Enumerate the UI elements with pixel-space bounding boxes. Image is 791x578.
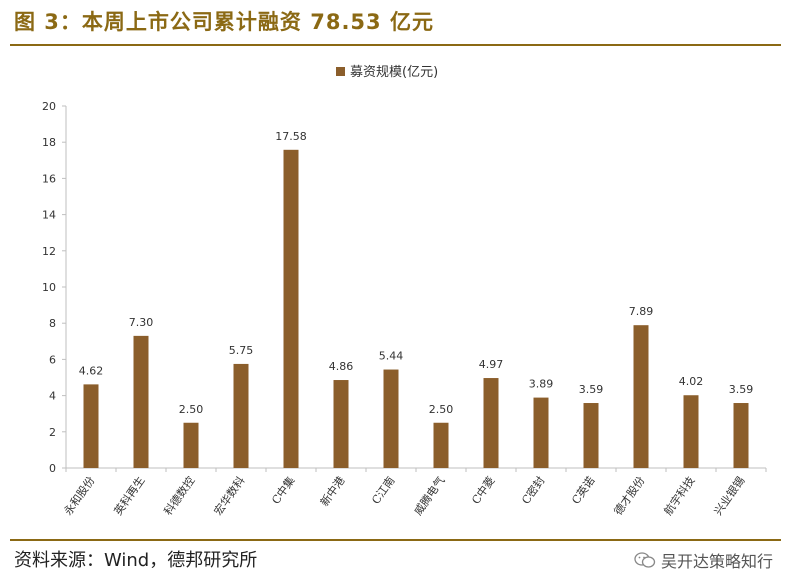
footer-divider bbox=[10, 539, 781, 541]
data-label: 3.89 bbox=[529, 378, 554, 391]
category-label: C密封 bbox=[519, 474, 548, 507]
category-label: 科德数控 bbox=[161, 474, 198, 518]
data-label: 3.59 bbox=[729, 383, 754, 396]
bar bbox=[133, 335, 149, 468]
legend-swatch bbox=[336, 67, 345, 76]
y-tick-label: 6 bbox=[49, 353, 56, 366]
data-label: 3.59 bbox=[579, 383, 604, 396]
bar bbox=[733, 403, 749, 468]
watermark-text: 吴开达策略知行 bbox=[660, 552, 773, 571]
bar bbox=[83, 384, 99, 468]
category-label: 永和股份 bbox=[61, 474, 98, 518]
data-label: 2.50 bbox=[429, 403, 454, 416]
data-label: 4.62 bbox=[79, 364, 104, 377]
category-label: 新中港 bbox=[317, 474, 347, 509]
bar bbox=[583, 403, 599, 468]
bar bbox=[633, 325, 649, 468]
data-label: 7.30 bbox=[129, 316, 154, 329]
y-axis: 0 2 4 6 8 10 12 14 16 18 20 bbox=[42, 100, 67, 475]
category-label: 航宇科技 bbox=[661, 474, 698, 518]
y-tick-label: 8 bbox=[49, 317, 56, 330]
bar bbox=[533, 397, 549, 468]
category-label: 威腾电气 bbox=[411, 474, 448, 518]
y-tick-label: 10 bbox=[42, 281, 56, 294]
wechat-watermark: 吴开达策略知行 bbox=[634, 548, 773, 572]
data-label: 4.86 bbox=[329, 360, 354, 373]
source-note: 资料来源：Wind，德邦研究所 bbox=[14, 550, 258, 571]
bar bbox=[383, 369, 399, 468]
data-label: 17.58 bbox=[275, 130, 307, 143]
category-label: 宏华数科 bbox=[211, 474, 248, 518]
chart-legend: 募资规模(亿元) bbox=[336, 65, 438, 80]
category-label: C中集 bbox=[269, 474, 298, 507]
bar bbox=[183, 422, 199, 468]
y-tick-label: 12 bbox=[42, 245, 56, 258]
y-tick-label: 18 bbox=[42, 136, 56, 149]
bar bbox=[283, 149, 299, 468]
category-labels: 永和股份 英科再生 科德数控 宏华数科 C中集 新中港 C江南 威腾电气 C中菱 C密封 C英诺 德才… bbox=[61, 474, 748, 518]
bar bbox=[483, 378, 499, 468]
category-label: C江南 bbox=[369, 474, 397, 506]
y-tick-label: 0 bbox=[49, 462, 56, 475]
bars bbox=[83, 149, 749, 468]
y-tick-label: 14 bbox=[42, 209, 56, 222]
x-axis bbox=[65, 467, 767, 472]
category-label: 兴业银锡 bbox=[711, 474, 748, 518]
category-label: C中菱 bbox=[469, 474, 497, 506]
bar bbox=[433, 422, 449, 468]
y-tick-label: 16 bbox=[42, 172, 56, 185]
data-label: 5.75 bbox=[229, 344, 254, 357]
category-label: 德才股份 bbox=[611, 474, 648, 518]
y-tick-label: 20 bbox=[42, 100, 56, 113]
y-tick-label: 4 bbox=[49, 390, 56, 403]
data-label: 7.89 bbox=[629, 305, 654, 318]
legend-label: 募资规模(亿元) bbox=[350, 65, 438, 80]
wechat-icon bbox=[634, 552, 656, 568]
data-label: 5.44 bbox=[379, 350, 404, 363]
category-label: 英科再生 bbox=[111, 474, 148, 518]
figure-title: 图 3：本周上市公司累计融资 78.53 亿元 bbox=[14, 10, 434, 34]
y-tick-label: 2 bbox=[49, 426, 56, 439]
bar bbox=[683, 395, 699, 468]
bar bbox=[233, 363, 249, 468]
data-label: 4.97 bbox=[479, 358, 504, 371]
data-label: 4.02 bbox=[679, 375, 704, 388]
bar bbox=[333, 380, 349, 468]
title-divider bbox=[10, 44, 781, 46]
data-labels: 4.62 7.30 2.50 5.75 17.58 4.86 5.44 2.50 4.97 3.8… bbox=[79, 130, 754, 416]
category-label: C英诺 bbox=[569, 474, 598, 507]
data-label: 2.50 bbox=[179, 403, 204, 416]
